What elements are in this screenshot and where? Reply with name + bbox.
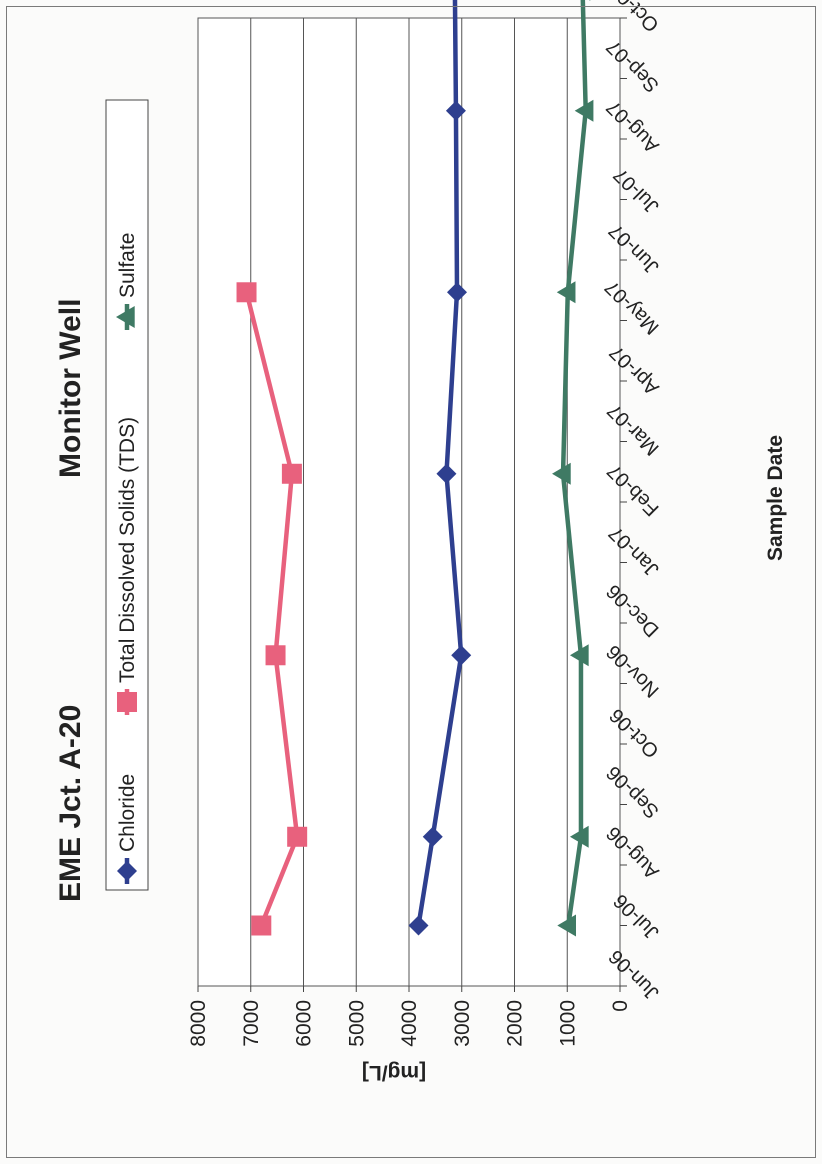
series-line — [416, 0, 464, 926]
data-point — [552, 462, 571, 485]
y-axis-title: [mg/L] — [362, 1061, 426, 1084]
x-tick-label: Jan-07 — [605, 522, 664, 581]
data-point — [408, 915, 429, 936]
legend-marker — [116, 306, 135, 328]
legend-marker — [117, 692, 137, 712]
data-point — [236, 282, 257, 303]
x-tick-label: Oct-07 — [606, 0, 664, 36]
y-tick-label: 7000 — [240, 1000, 263, 1047]
x-tick-label: Mar-07 — [603, 399, 663, 459]
x-tick-label: Jul-06 — [609, 889, 663, 943]
x-tick-label: Sep-06 — [602, 761, 663, 822]
y-tick-label: 8000 — [187, 1000, 210, 1047]
x-tick-label: Jun-06 — [605, 945, 664, 1004]
series-line — [244, 291, 300, 927]
y-tick-label: 1000 — [556, 1000, 579, 1047]
text-layer: 010002000300040005000600070008000Jun-06J… — [54, 0, 787, 1084]
data-point — [569, 825, 589, 848]
legend-label: Chloride — [116, 774, 139, 852]
data-point — [445, 100, 466, 121]
data-point — [281, 463, 302, 484]
data-point — [422, 826, 443, 847]
x-tick-label: Dec-06 — [602, 580, 663, 641]
data-point — [447, 282, 468, 303]
data-point — [588, 0, 591, 1]
x-tick-label: Apr-07 — [606, 341, 664, 399]
data-point — [569, 644, 589, 667]
legend-label: Sulfate — [116, 233, 139, 298]
x-tick-label: Sep-07 — [602, 35, 663, 96]
x-tick-label: Jul-07 — [609, 163, 663, 217]
series-line — [560, 0, 588, 926]
data-point — [251, 915, 272, 936]
x-axis-title: Sample Date — [764, 435, 787, 561]
data-point — [436, 463, 457, 484]
legend-box — [105, 99, 149, 891]
legend-label: Total Dissolved Solids (TDS) — [116, 417, 139, 683]
chart-subtitle: Monitor Well — [54, 299, 87, 478]
data-point — [451, 645, 472, 666]
y-tick-label: 5000 — [345, 1000, 368, 1047]
plot-border — [197, 17, 621, 987]
data-point — [557, 914, 577, 937]
x-tick-label: Oct-06 — [606, 704, 664, 762]
data-point — [287, 826, 308, 847]
plot-area — [198, 18, 620, 986]
chart-title: EME Jct. A-20 — [54, 705, 87, 902]
y-tick-label: 6000 — [293, 1000, 316, 1047]
plot-layer — [105, 0, 627, 992]
x-tick-label: Feb-07 — [603, 460, 663, 520]
legend-marker — [117, 861, 137, 881]
x-tick-label: Jun-07 — [605, 219, 664, 278]
x-tick-label: Nov-06 — [602, 640, 663, 701]
x-tick-label: May-07 — [601, 276, 664, 339]
data-point — [574, 99, 594, 122]
x-tick-label: Aug-06 — [602, 822, 663, 883]
y-tick-label: 0 — [609, 1000, 632, 1012]
data-point — [556, 281, 576, 304]
y-tick-label: 3000 — [451, 1000, 474, 1047]
data-point — [265, 645, 286, 666]
y-tick-label: 2000 — [504, 1000, 527, 1047]
y-tick-label: 4000 — [398, 1000, 421, 1047]
x-tick-label: Aug-07 — [602, 96, 663, 157]
